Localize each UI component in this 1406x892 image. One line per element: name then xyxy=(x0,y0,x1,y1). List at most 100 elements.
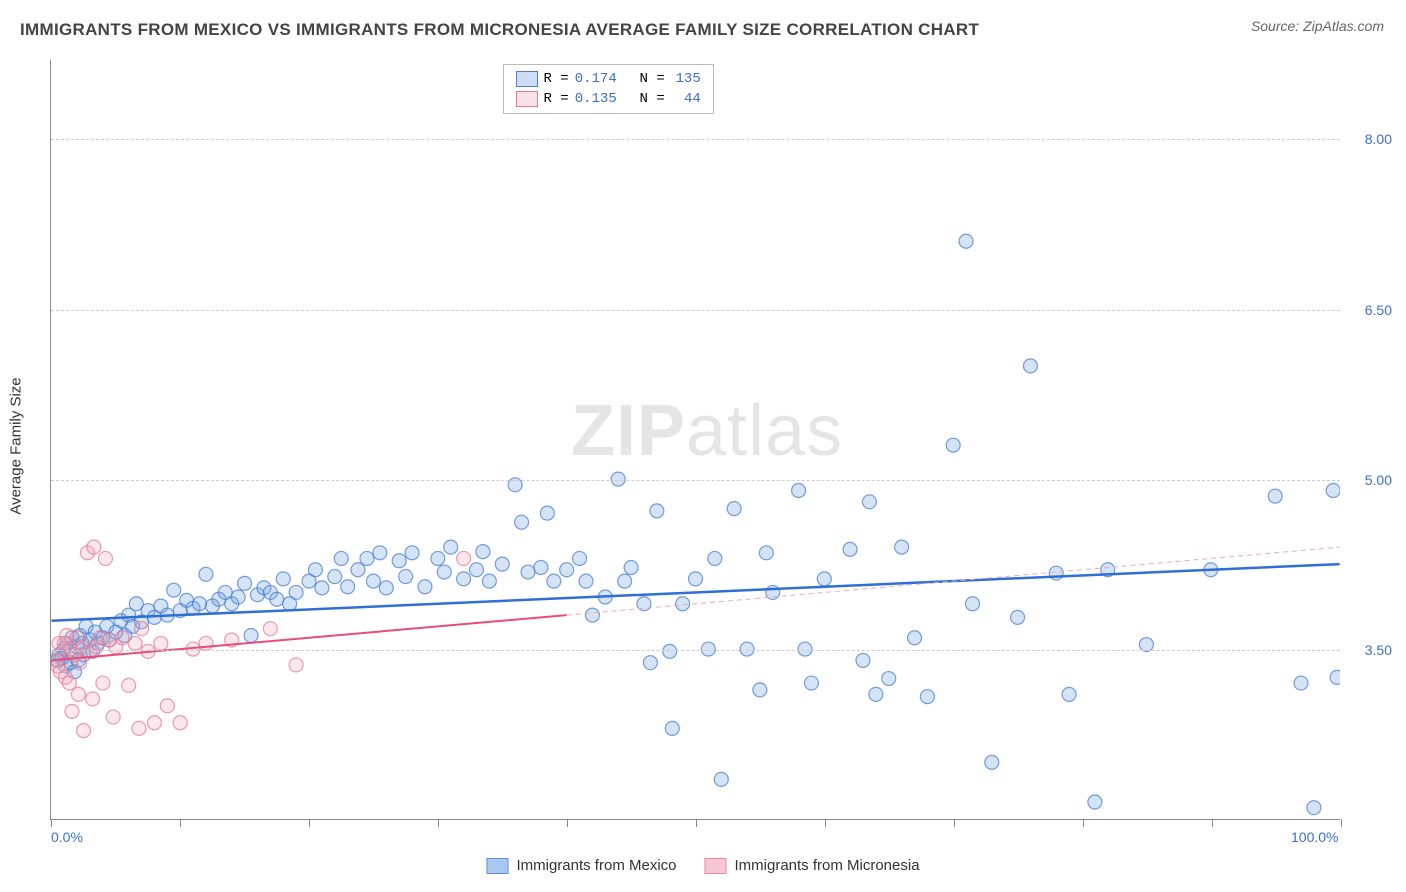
data-point xyxy=(126,619,140,633)
data-point xyxy=(540,506,554,520)
data-point xyxy=(73,656,87,670)
x-tick xyxy=(954,819,955,827)
data-point xyxy=(87,540,101,554)
y-tick-label: 6.50 xyxy=(1365,302,1392,318)
data-point xyxy=(57,636,71,650)
data-point xyxy=(418,580,432,594)
data-point xyxy=(573,551,587,565)
trend-line xyxy=(51,564,1339,621)
data-point xyxy=(895,540,909,554)
legend-n-value: 135 xyxy=(671,71,701,87)
x-tick xyxy=(309,819,310,827)
data-point xyxy=(238,576,252,590)
data-point xyxy=(93,631,107,645)
data-point xyxy=(1088,795,1102,809)
data-point xyxy=(135,615,149,629)
data-point xyxy=(115,631,129,645)
data-point xyxy=(444,540,458,554)
data-point xyxy=(65,704,79,718)
data-point xyxy=(55,651,69,665)
data-point xyxy=(1330,670,1340,684)
chart-svg xyxy=(51,60,1340,819)
legend-stats-row: R = 0.174 N = 135 xyxy=(516,69,701,89)
data-point xyxy=(392,554,406,568)
data-point xyxy=(102,633,116,647)
y-axis-label: Average Family Size xyxy=(8,377,25,514)
data-point xyxy=(308,563,322,577)
data-point xyxy=(118,628,132,642)
data-point xyxy=(83,644,97,658)
legend-r-value: 0.174 xyxy=(575,71,617,87)
data-point xyxy=(862,495,876,509)
data-point xyxy=(141,604,155,618)
data-point xyxy=(86,644,100,658)
data-point xyxy=(289,585,303,599)
data-point xyxy=(457,572,471,586)
chart-title: IMMIGRANTS FROM MEXICO VS IMMIGRANTS FRO… xyxy=(20,20,979,40)
data-point xyxy=(75,640,89,654)
data-point xyxy=(62,676,76,690)
data-point xyxy=(1023,359,1037,373)
data-point xyxy=(869,687,883,701)
data-point xyxy=(431,551,445,565)
legend-swatch xyxy=(516,71,538,87)
data-point xyxy=(624,561,638,575)
x-tick xyxy=(51,819,52,827)
data-point xyxy=(83,633,97,647)
legend-swatch xyxy=(516,91,538,107)
data-point xyxy=(965,597,979,611)
data-point xyxy=(1101,563,1115,577)
data-point xyxy=(106,710,120,724)
legend-swatch xyxy=(704,858,726,874)
data-point xyxy=(56,644,70,658)
data-point xyxy=(96,631,110,645)
data-point xyxy=(218,585,232,599)
legend-r-label: R = xyxy=(544,71,569,87)
data-point xyxy=(1049,566,1063,580)
data-point xyxy=(817,572,831,586)
data-point xyxy=(708,551,722,565)
legend-stats-box: R = 0.174 N = 135R = 0.135 N = 44 xyxy=(503,64,714,114)
data-point xyxy=(469,563,483,577)
data-point xyxy=(61,644,75,658)
data-point xyxy=(96,676,110,690)
x-tick-label: 100.0% xyxy=(1291,829,1338,845)
data-point xyxy=(122,608,136,622)
x-tick xyxy=(1212,819,1213,827)
data-point xyxy=(122,678,136,692)
data-point xyxy=(70,631,84,645)
data-point xyxy=(792,483,806,497)
data-point xyxy=(1204,563,1218,577)
data-point xyxy=(665,721,679,735)
gridline-h xyxy=(51,650,1340,651)
data-point xyxy=(360,551,374,565)
data-point xyxy=(109,640,123,654)
x-tick xyxy=(1341,819,1342,827)
data-point xyxy=(77,724,91,738)
x-tick xyxy=(567,819,568,827)
legend-n-label: N = xyxy=(623,91,665,107)
legend-n-value: 44 xyxy=(671,91,701,107)
data-point xyxy=(64,656,78,670)
data-point xyxy=(689,572,703,586)
source-attribution: Source: ZipAtlas.com xyxy=(1251,18,1384,34)
data-point xyxy=(727,502,741,516)
data-point xyxy=(437,565,451,579)
data-point xyxy=(521,565,535,579)
data-point xyxy=(379,581,393,595)
data-point xyxy=(128,636,142,650)
trend-extrapolation xyxy=(567,547,1340,615)
data-point xyxy=(985,755,999,769)
data-point xyxy=(598,590,612,604)
data-point xyxy=(856,653,870,667)
data-point xyxy=(959,234,973,248)
data-point xyxy=(270,592,284,606)
data-point xyxy=(199,636,213,650)
data-point xyxy=(804,676,818,690)
data-point xyxy=(341,580,355,594)
data-point xyxy=(263,585,277,599)
plot-area: ZIPatlas R = 0.174 N = 135R = 0.135 N = … xyxy=(50,60,1340,820)
data-point xyxy=(366,574,380,588)
gridline-h xyxy=(51,139,1340,140)
data-point xyxy=(225,633,239,647)
